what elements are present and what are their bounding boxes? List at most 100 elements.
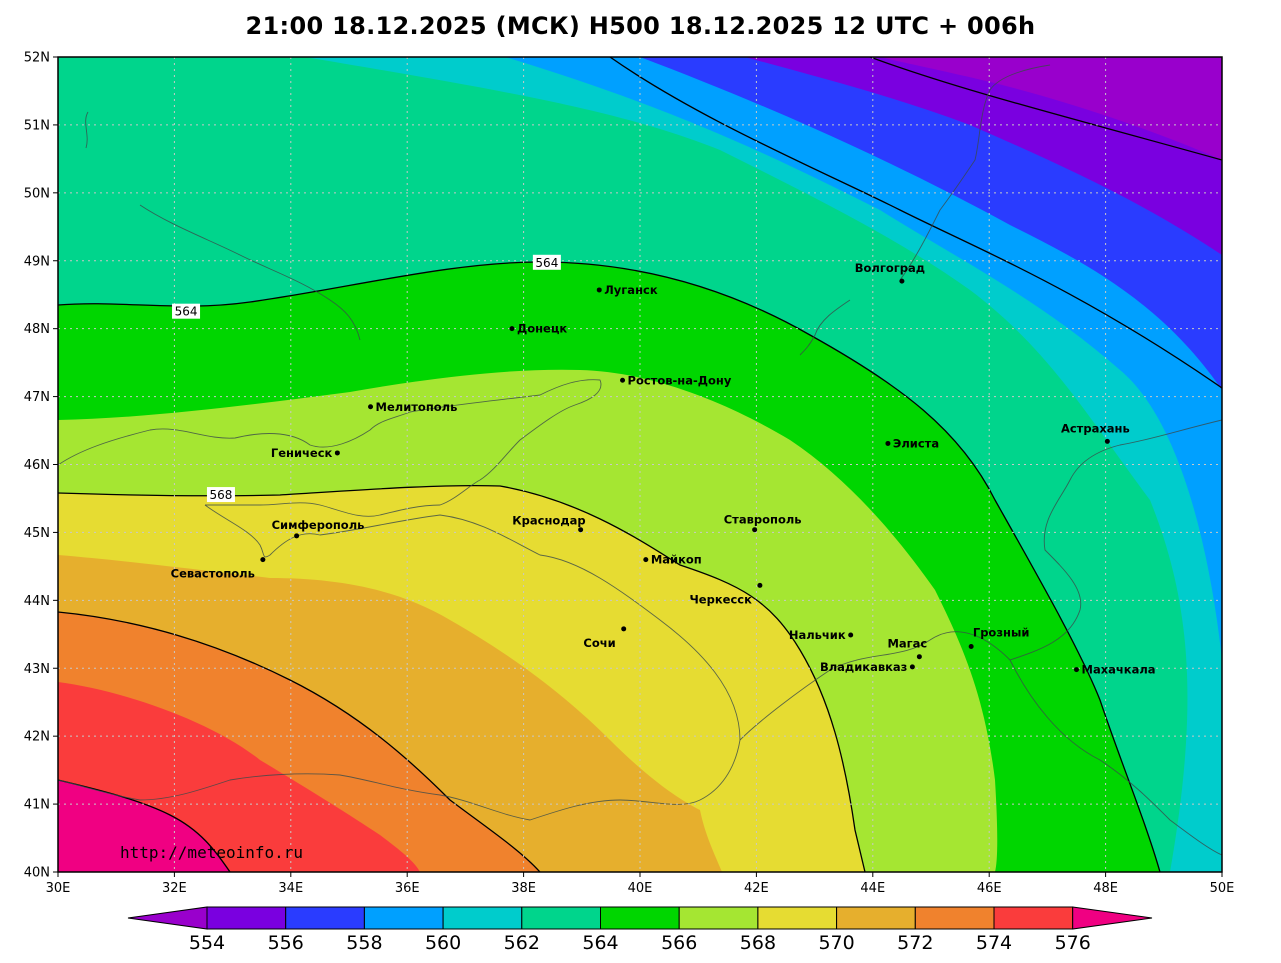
colorbar-label: 556	[268, 932, 304, 954]
lat-tick-label: 42N	[24, 730, 50, 745]
height-band-578	[58, 780, 230, 872]
grid-layer	[58, 57, 1222, 872]
colorbar-label: 574	[976, 932, 1012, 954]
lat-tick-label: 40N	[24, 866, 50, 881]
city-label: Мелитополь	[376, 400, 458, 414]
colorbar-label: 558	[346, 932, 382, 954]
lat-tick-label: 52N	[24, 51, 50, 66]
contour-label-bg	[206, 487, 235, 503]
lon-tick-label: 32E	[162, 881, 187, 896]
city-marker	[752, 527, 758, 533]
lat-tick-label: 45N	[24, 526, 50, 541]
lon-tick-label: 44E	[860, 881, 885, 896]
contour-labels: 564 564 568	[172, 254, 561, 503]
axis-ticks: 30E 32E 34E 36E 38E 40E 42E 44E 46E 48E 50E 52N 51N 5…	[24, 51, 1235, 897]
lon-tick-label: 38E	[511, 881, 536, 896]
city-label: Севастополь	[171, 567, 255, 581]
lat-tick-label: 44N	[24, 594, 50, 609]
colorbar-swatch	[836, 906, 916, 930]
height-band-554	[880, 57, 1222, 160]
contour-label: 568	[210, 488, 233, 502]
colorbar-label: 560	[425, 932, 461, 954]
lat-tick-label: 41N	[24, 798, 50, 813]
lat-tick-label: 49N	[24, 254, 50, 269]
city-label: Донецк	[517, 322, 567, 336]
city-marker	[916, 654, 922, 660]
coastline	[899, 64, 1051, 281]
contour-line	[869, 57, 1222, 161]
city-marker	[260, 557, 266, 563]
colorbar-swatch	[993, 906, 1074, 930]
city-layer: Луганск Донецк Волгоград Ростов-на-Дону Мели…	[171, 261, 1156, 676]
city-label: Симферополь	[272, 518, 365, 532]
city-label: Нальчик	[789, 628, 846, 642]
colorbar-swatch	[285, 906, 365, 930]
city-label: Черкесск	[690, 592, 753, 606]
city-label: Магас	[887, 637, 927, 651]
city-marker	[899, 278, 905, 284]
city-label: Краснодар	[512, 514, 585, 528]
contour-line	[609, 57, 1222, 389]
city-label: Грозный	[973, 626, 1030, 640]
lat-tick-label: 47N	[24, 390, 50, 405]
contour-label-bg	[172, 303, 201, 319]
city-marker	[757, 582, 763, 588]
lat-tick-label: 43N	[24, 662, 50, 677]
city-marker	[848, 632, 854, 638]
city-label: Луганск	[604, 283, 658, 297]
colorbar-label: 554	[189, 932, 225, 954]
lat-tick-label: 46N	[24, 458, 50, 473]
colorbar-swatch	[678, 906, 759, 930]
contour-layer	[58, 57, 1222, 872]
contour-label: 564	[535, 256, 558, 270]
colorbar-swatch	[206, 906, 287, 930]
lon-tick-label: 48E	[1093, 881, 1118, 896]
coastline-layer	[58, 64, 1222, 856]
lon-tick-label: 42E	[744, 881, 769, 896]
colorbar-label: 564	[582, 932, 618, 954]
contour-line	[58, 484, 866, 872]
contour-line	[58, 261, 1161, 872]
city-label: Майкоп	[651, 553, 702, 567]
colorbar-swatch	[363, 906, 444, 930]
city-label: Волгоград	[855, 261, 925, 275]
colorbar-label: 562	[504, 932, 540, 954]
city-label: Владикавказ	[820, 660, 907, 674]
coastline	[739, 419, 1222, 741]
city-label: Элиста	[893, 436, 939, 450]
colorbar-swatch	[914, 906, 995, 930]
lon-tick-label: 40E	[628, 881, 653, 896]
lon-tick-label: 36E	[395, 881, 420, 896]
city-marker	[578, 527, 584, 533]
city-label: Астрахань	[1061, 421, 1130, 435]
city-marker	[621, 626, 627, 632]
city-marker	[294, 533, 300, 539]
coastline	[139, 204, 361, 341]
city-marker	[909, 664, 915, 670]
colorbar-label: 572	[897, 932, 933, 954]
colorbar: 554 556 558 560 562 564 566 568 570 572 574 576	[127, 906, 1153, 954]
colorbar-label: 566	[661, 932, 697, 954]
lon-tick-label: 30E	[46, 881, 71, 896]
city-marker	[368, 404, 374, 410]
contour-line	[58, 611, 541, 872]
lon-tick-label: 46E	[977, 881, 1002, 896]
city-marker	[1104, 438, 1110, 444]
city-marker	[968, 644, 974, 650]
city-label: Ставрополь	[724, 513, 802, 527]
city-label: Сочи	[583, 636, 615, 650]
city-marker	[334, 450, 340, 456]
colorbar-swatch	[442, 906, 523, 930]
city-label: Махачкала	[1082, 663, 1156, 677]
city-label: Геническ	[271, 446, 333, 460]
lat-tick-label: 50N	[24, 186, 50, 201]
colorbar-swatch	[600, 906, 680, 930]
lon-tick-label: 50E	[1210, 881, 1235, 896]
city-marker	[643, 557, 649, 563]
city-marker	[885, 440, 891, 446]
city-marker	[509, 326, 515, 332]
lat-tick-label: 51N	[24, 118, 50, 133]
coastline	[58, 504, 741, 821]
city-label: Ростов-на-Дону	[628, 373, 732, 387]
